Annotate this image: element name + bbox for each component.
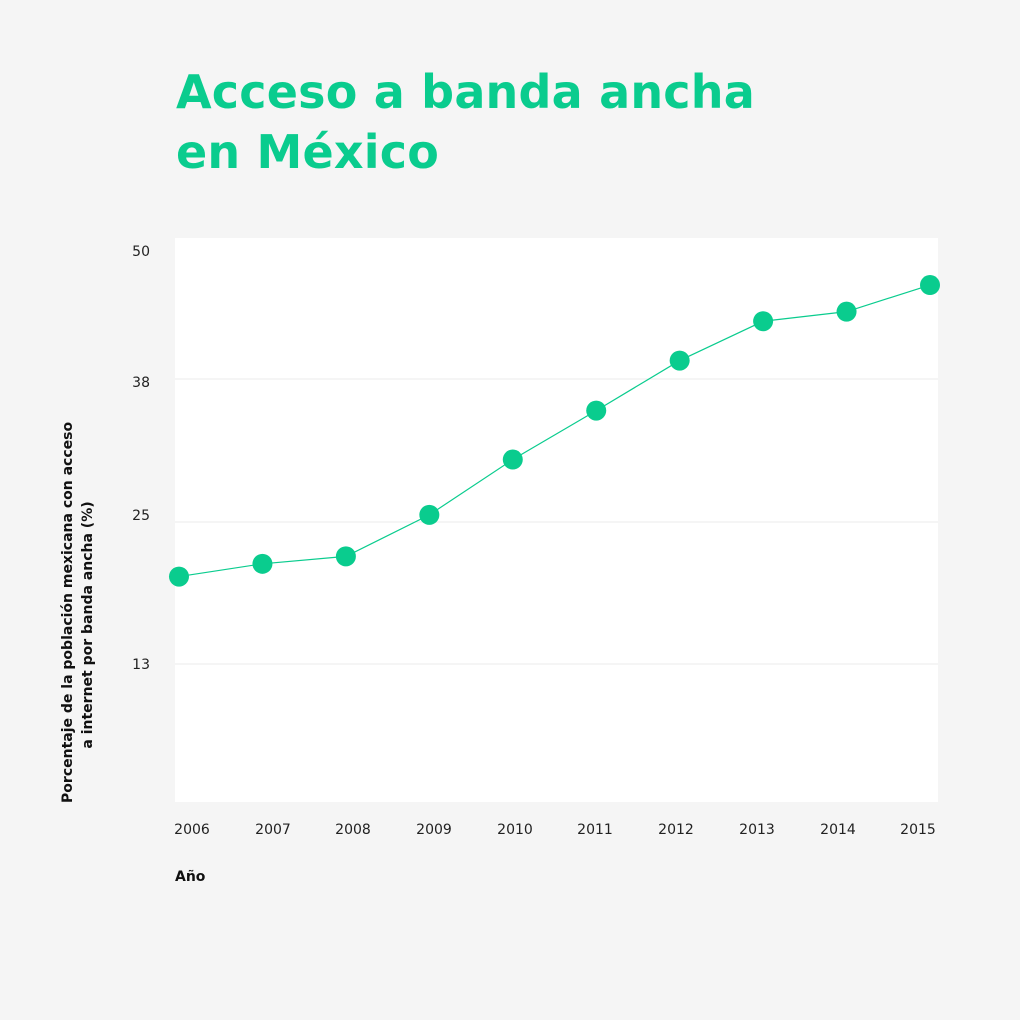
x-tick-label: 2011 (577, 822, 613, 838)
y-axis-ticks: 50 38 25 13 (132, 244, 150, 673)
series-line (178, 284, 931, 578)
y-tick-label: 50 (132, 244, 150, 260)
plot-area (175, 238, 938, 802)
y-axis-title: Porcentaje de la población mexicana con … (60, 417, 96, 803)
chart-title: Acceso a banda ancha en México (176, 62, 876, 182)
x-tick-label: 2007 (255, 822, 291, 838)
chart-title-line-2: en México (176, 125, 440, 179)
data-point (669, 350, 690, 371)
data-point (335, 546, 356, 567)
x-tick-label: 2010 (497, 822, 533, 838)
series-group (169, 275, 940, 587)
x-tick-label: 2015 (900, 822, 936, 838)
y-tick-label: 13 (132, 657, 150, 673)
data-point (169, 566, 189, 587)
data-point (502, 449, 523, 470)
x-tick-label: 2014 (820, 822, 856, 838)
data-point (586, 400, 607, 421)
y-tick-label: 38 (132, 375, 150, 391)
x-tick-label: 2012 (658, 822, 694, 838)
x-tick-label: 2008 (335, 822, 371, 838)
gridlines (175, 378, 938, 665)
data-point (753, 311, 774, 332)
data-point (419, 504, 440, 525)
data-point (252, 553, 273, 574)
data-point (920, 275, 940, 296)
x-axis-ticks: 2006 2007 2008 2009 2010 2011 2012 2013 2014 2015 (174, 822, 936, 838)
data-point (836, 301, 857, 322)
x-axis-title: Año (175, 869, 206, 885)
y-axis-title-line-1: Porcentaje de la población mexicana con … (60, 422, 76, 803)
y-axis-title-line-2: a internet por banda ancha (%) (80, 501, 96, 748)
x-tick-label: 2009 (416, 822, 452, 838)
chart-title-line-1: Acceso a banda ancha (176, 65, 755, 119)
y-tick-label: 25 (132, 508, 150, 524)
x-tick-label: 2006 (174, 822, 210, 838)
x-tick-label: 2013 (739, 822, 775, 838)
